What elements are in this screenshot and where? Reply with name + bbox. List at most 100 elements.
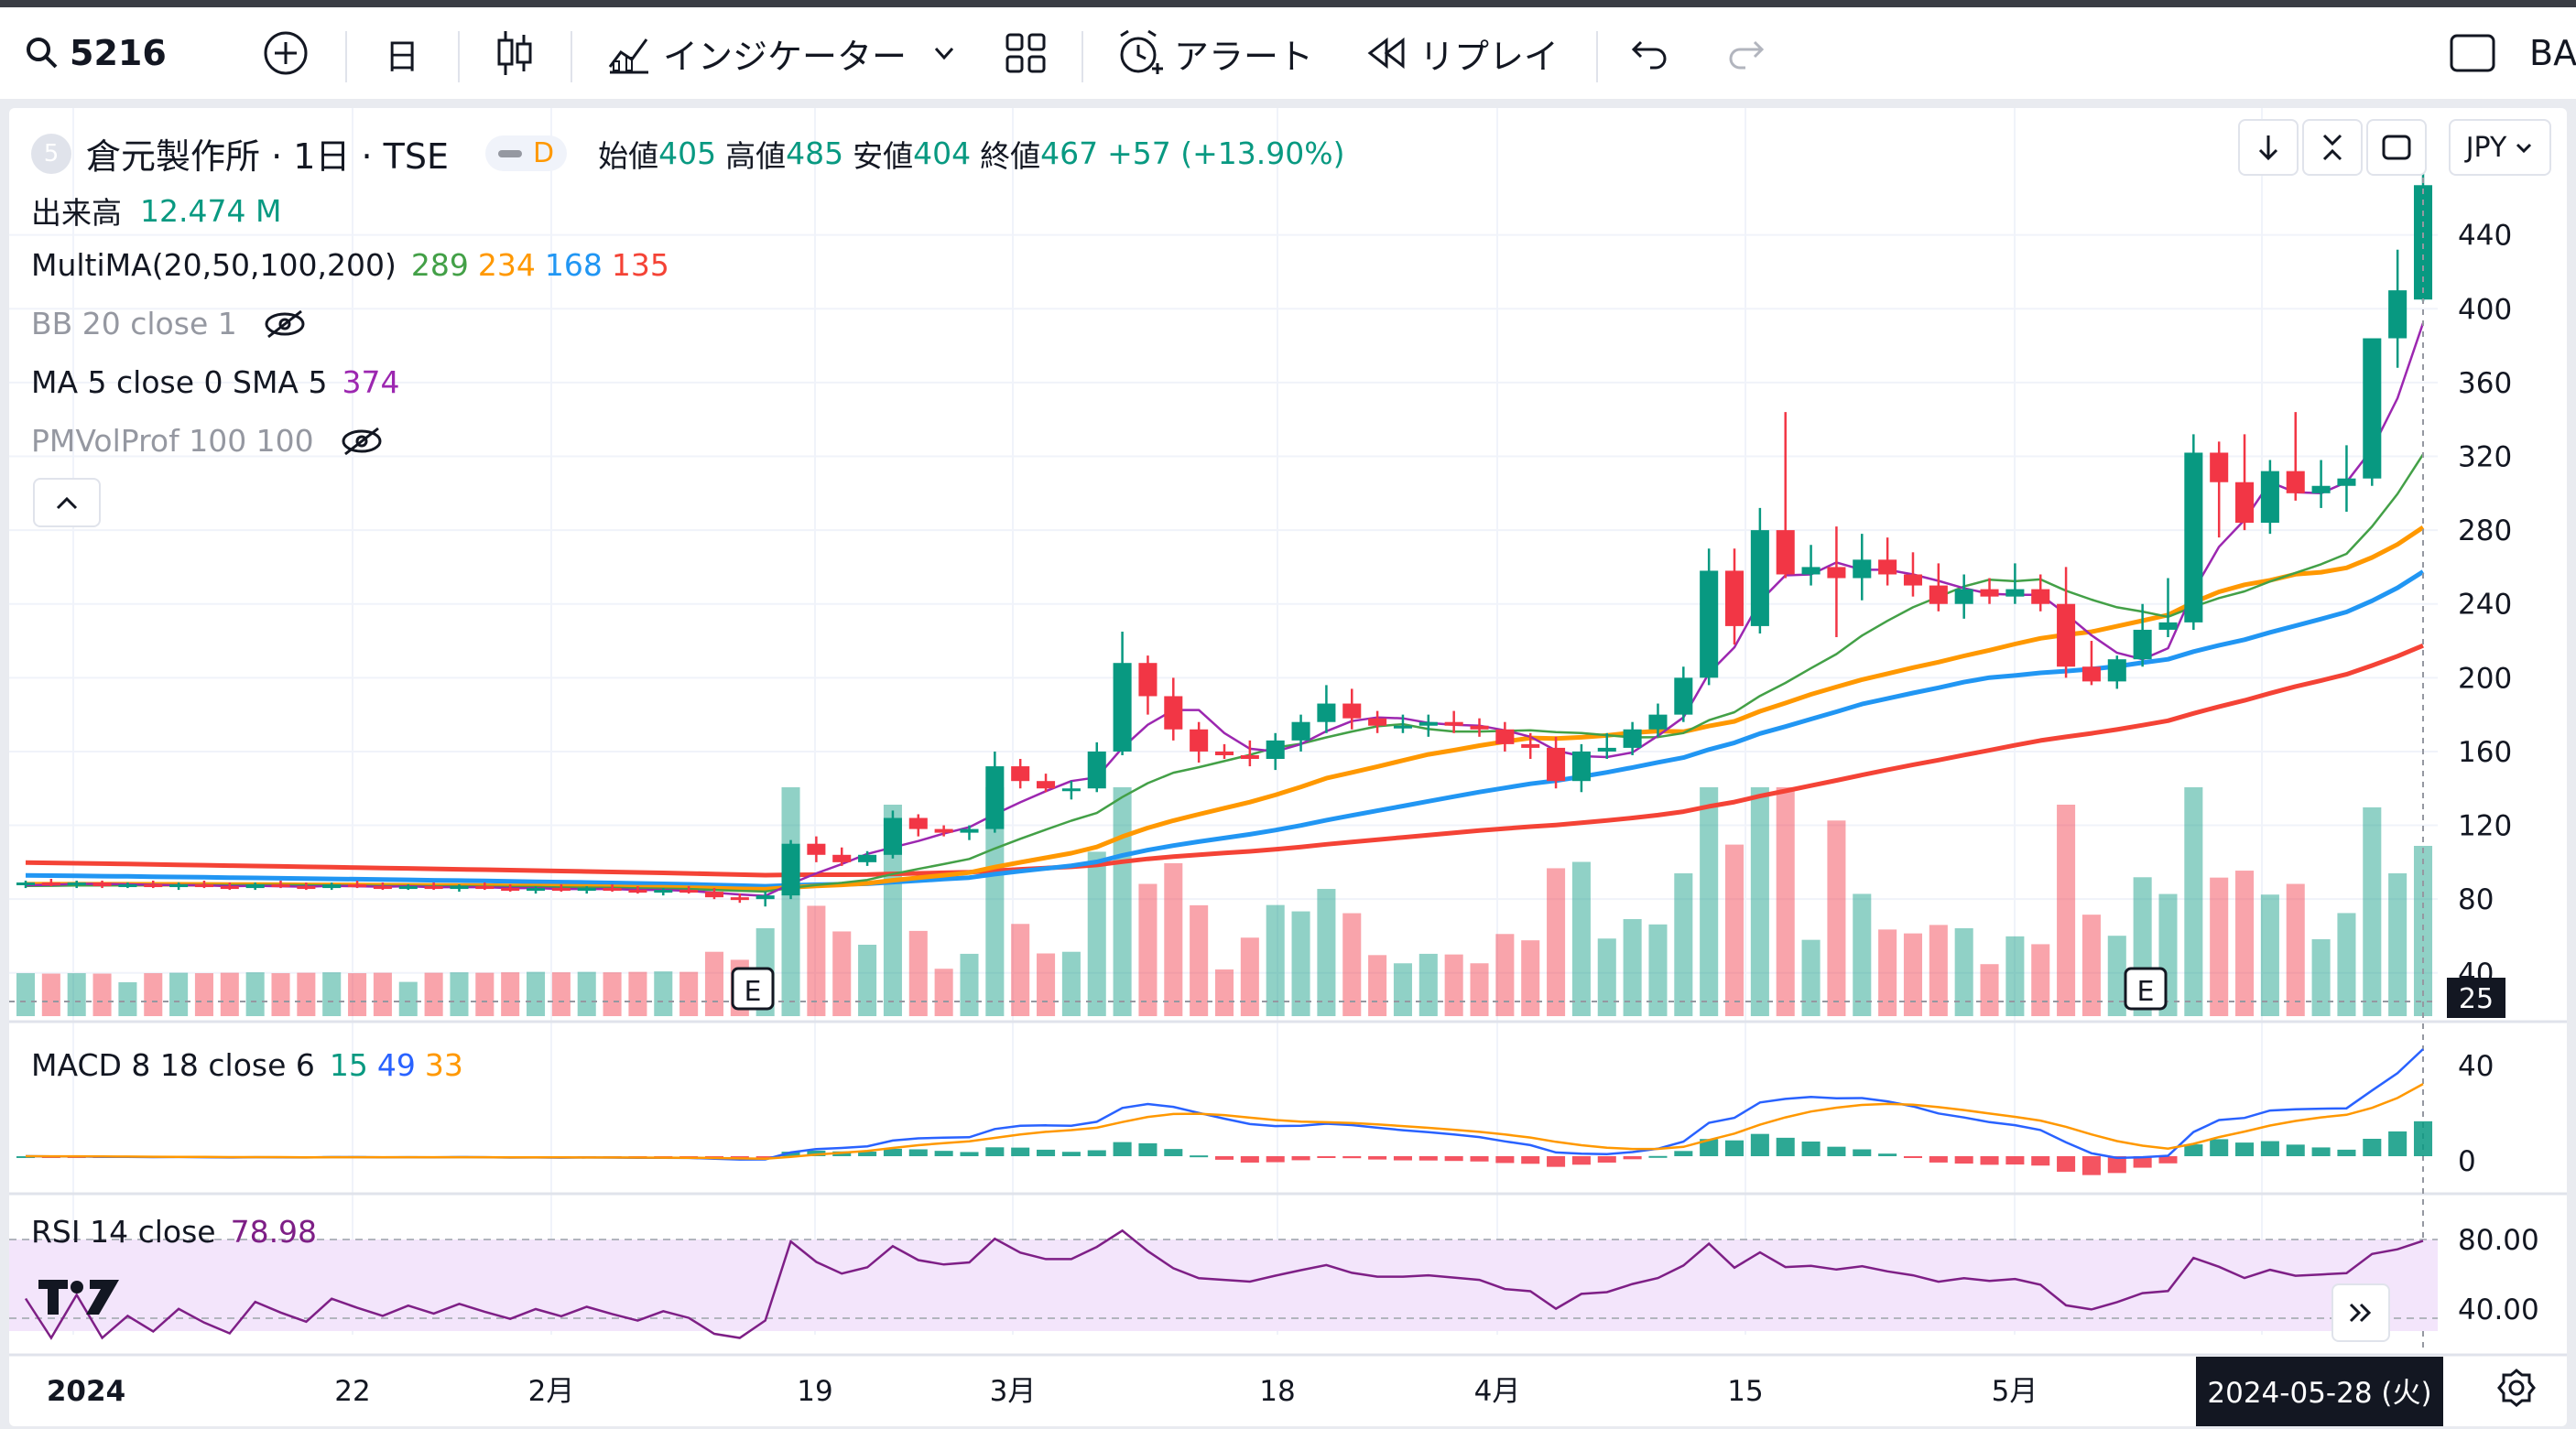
volume-bar bbox=[1393, 963, 1412, 1016]
candle-body bbox=[373, 886, 392, 890]
eye-hidden-icon[interactable] bbox=[263, 308, 307, 341]
change-value: +57 (+13.90%) bbox=[1107, 135, 1345, 171]
replay-button[interactable]: リプレイ bbox=[1366, 7, 1559, 99]
price-axis-label: 80 bbox=[2458, 883, 2494, 916]
compare-button[interactable] bbox=[262, 7, 310, 99]
macd-histogram-bar bbox=[1521, 1156, 1540, 1164]
macd-histogram-bar bbox=[1903, 1156, 1923, 1158]
macd-legend[interactable]: MACD 8 18 close 6 15 49 33 bbox=[31, 1047, 463, 1083]
high-label: 高値 bbox=[725, 137, 787, 174]
bb-legend[interactable]: BB 20 close 1 bbox=[31, 306, 307, 341]
volume-bar bbox=[2260, 894, 2279, 1016]
market-status-badge[interactable]: D bbox=[485, 135, 568, 171]
candle-body bbox=[1674, 677, 1693, 715]
rsi-legend[interactable]: RSI 14 close 78.98 bbox=[31, 1214, 317, 1250]
rsi-line bbox=[24, 1229, 2424, 1340]
alert-button[interactable]: アラート bbox=[1115, 7, 1313, 99]
candle-body bbox=[2388, 290, 2408, 339]
macd-histogram-bar bbox=[1776, 1137, 1795, 1156]
macd-histogram-bar bbox=[2363, 1138, 2382, 1156]
macd-histogram-bar bbox=[2235, 1142, 2255, 1156]
volume-bar bbox=[883, 805, 902, 1016]
macd-histogram-bar bbox=[2184, 1144, 2203, 1156]
macd-histogram-bar bbox=[807, 1150, 826, 1156]
candle-body bbox=[220, 886, 239, 890]
time-axis-label: 15 bbox=[1727, 1375, 1763, 1408]
multima-legend[interactable]: MultiMA(20,50,100,200) 289 234 168 135 bbox=[31, 247, 669, 283]
macd-histogram-bar bbox=[2057, 1156, 2076, 1172]
currency-label: JPY bbox=[2465, 131, 2507, 164]
volume-bar bbox=[475, 972, 495, 1016]
top-accent-bar bbox=[0, 0, 2576, 7]
undo-button[interactable] bbox=[1630, 7, 1670, 99]
candle-body bbox=[551, 888, 571, 892]
volume-bar bbox=[1011, 924, 1030, 1016]
macd-histogram-bar bbox=[2081, 1156, 2101, 1175]
redo-button[interactable] bbox=[1725, 7, 1766, 99]
pmvolprof-legend[interactable]: PMVolProf 100 100 bbox=[31, 423, 384, 459]
volume-bar bbox=[271, 973, 290, 1016]
candle-body bbox=[985, 766, 1005, 829]
volume-bar bbox=[41, 973, 60, 1016]
symbol-search[interactable]: 5216 bbox=[24, 7, 167, 99]
volume-bar bbox=[1903, 933, 1923, 1016]
macd-histogram-bar bbox=[1342, 1156, 1362, 1159]
collapse-pane-button[interactable] bbox=[2302, 119, 2363, 176]
eye-hidden-icon[interactable] bbox=[340, 425, 384, 458]
candle-body bbox=[1444, 721, 1463, 726]
search-icon bbox=[27, 38, 58, 69]
candle-body bbox=[2413, 185, 2433, 300]
candle-body bbox=[398, 886, 418, 890]
candle-body bbox=[1700, 570, 1719, 678]
volume-bar bbox=[934, 969, 953, 1016]
macd-histogram-bar bbox=[985, 1147, 1005, 1156]
settings-gear-icon[interactable] bbox=[2496, 1368, 2537, 1408]
chart-type-button[interactable] bbox=[495, 7, 535, 99]
candle-body bbox=[41, 882, 60, 886]
currency-button[interactable]: JPY bbox=[2449, 119, 2551, 176]
volume-bar bbox=[2235, 871, 2255, 1016]
volume-bar bbox=[1954, 928, 1973, 1016]
volume-bar bbox=[297, 972, 316, 1016]
collapse-icon bbox=[2322, 134, 2342, 161]
macd-histogram-bar bbox=[2133, 1156, 2152, 1168]
candle-body bbox=[1495, 729, 1515, 744]
symbol-title: 倉元製作所 · 1日 · TSE bbox=[86, 136, 449, 177]
candle-body bbox=[1190, 729, 1209, 752]
scroll-to-realtime-button[interactable] bbox=[2331, 1283, 2390, 1342]
macd-histogram-bar bbox=[1444, 1156, 1463, 1162]
layouts-button[interactable] bbox=[1004, 7, 1048, 99]
volume-bar bbox=[628, 971, 647, 1016]
macd-histogram-bar bbox=[1164, 1149, 1183, 1156]
macd-histogram-bar bbox=[2388, 1131, 2408, 1156]
rsi-axis-label: 40.00 bbox=[2458, 1294, 2539, 1326]
indicators-button[interactable]: インジケーター bbox=[606, 7, 958, 99]
collapse-legend-button[interactable] bbox=[33, 478, 101, 527]
candle-body bbox=[1597, 747, 1616, 752]
volume-legend[interactable]: 出来高 12.474 M bbox=[31, 189, 281, 233]
volume-bar bbox=[1240, 937, 1259, 1016]
candle-body bbox=[1061, 788, 1081, 792]
ma200-value: 135 bbox=[611, 247, 669, 283]
price-chart[interactable]: E E44040036032028024020016012080402540080… bbox=[9, 108, 2567, 1426]
volume-bar bbox=[1750, 787, 1769, 1016]
volume-bar bbox=[1929, 925, 1948, 1016]
volume-bar bbox=[1164, 862, 1183, 1016]
macd-histogram-bar bbox=[858, 1152, 877, 1156]
fullscreen-button[interactable] bbox=[2449, 7, 2496, 99]
volume-value-badge bbox=[2447, 978, 2505, 1018]
move-pane-down-button[interactable] bbox=[2238, 119, 2299, 176]
volume-bar bbox=[245, 972, 265, 1016]
candle-body bbox=[1214, 751, 1234, 755]
plus-circle-icon bbox=[264, 31, 308, 75]
ma-legend[interactable]: MA 5 close 0 SMA 5 374 bbox=[31, 364, 399, 400]
macd-histogram-bar bbox=[1291, 1156, 1310, 1161]
volume-bar bbox=[1470, 963, 1489, 1016]
candle-body bbox=[755, 895, 775, 900]
volume-bar bbox=[1087, 851, 1106, 1016]
volume-bar bbox=[2210, 877, 2229, 1016]
close-label: 終値 bbox=[980, 137, 1041, 174]
maximize-pane-button[interactable] bbox=[2366, 119, 2427, 176]
ma-label: MA 5 close 0 SMA 5 bbox=[31, 364, 328, 400]
interval-button[interactable]: 日 bbox=[385, 7, 419, 99]
